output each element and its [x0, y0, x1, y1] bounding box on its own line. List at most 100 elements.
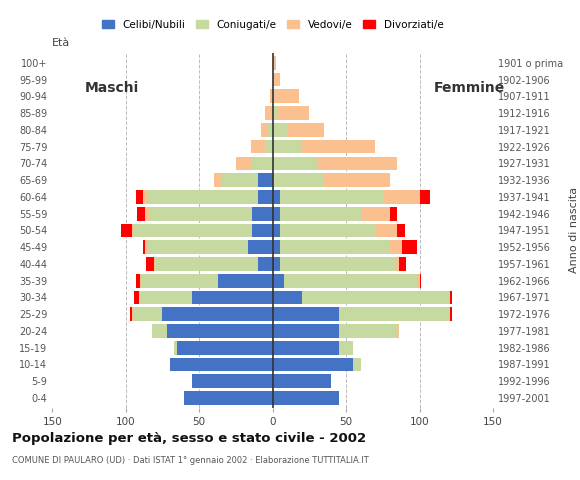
Bar — [148, 240, 248, 254]
Bar — [280, 190, 383, 204]
Bar — [273, 224, 280, 237]
Bar — [287, 123, 324, 137]
Bar — [174, 341, 177, 355]
Bar — [192, 290, 273, 304]
Bar — [273, 374, 331, 388]
Bar — [261, 123, 268, 137]
Bar — [170, 358, 273, 372]
Text: COMUNE DI PAULARO (UD) · Dati ISTAT 1° gennaio 2002 · Elaborazione TUTTITALIA.IT: COMUNE DI PAULARO (UD) · Dati ISTAT 1° g… — [12, 456, 368, 465]
Bar — [221, 173, 258, 187]
Bar — [280, 207, 361, 220]
Bar — [273, 207, 280, 220]
Bar — [143, 190, 148, 204]
Bar — [152, 324, 167, 338]
Bar — [273, 341, 339, 355]
Bar — [273, 391, 339, 405]
Bar — [252, 207, 273, 220]
Text: Popolazione per età, sesso e stato civile - 2002: Popolazione per età, sesso e stato civil… — [12, 432, 366, 444]
Bar — [399, 257, 407, 271]
Bar — [390, 240, 402, 254]
Bar — [402, 240, 416, 254]
Bar — [145, 207, 149, 220]
Bar — [155, 257, 258, 271]
Bar — [135, 224, 252, 237]
Bar — [252, 224, 273, 237]
Bar — [317, 156, 397, 170]
Bar — [258, 173, 273, 187]
Bar — [167, 324, 273, 338]
Text: Maschi: Maschi — [85, 81, 139, 96]
Bar — [146, 257, 154, 271]
Bar — [280, 257, 394, 271]
Bar — [451, 290, 452, 304]
Bar — [251, 156, 273, 170]
Bar — [397, 224, 405, 237]
Bar — [302, 140, 375, 154]
Bar — [132, 307, 133, 321]
Bar — [419, 190, 430, 204]
Bar — [136, 190, 143, 204]
Bar — [419, 274, 421, 288]
Bar — [284, 274, 416, 288]
Bar — [273, 290, 302, 304]
Bar — [248, 240, 273, 254]
Bar — [251, 140, 265, 154]
Bar — [273, 156, 317, 170]
Bar — [258, 257, 273, 271]
Bar — [273, 106, 277, 120]
Bar — [192, 374, 273, 388]
Bar — [154, 257, 155, 271]
Bar — [375, 224, 397, 237]
Bar — [177, 341, 273, 355]
Bar — [273, 358, 353, 372]
Bar — [258, 190, 273, 204]
Bar — [361, 207, 390, 220]
Bar — [383, 190, 419, 204]
Bar — [184, 391, 273, 405]
Legend: Celibi/Nubili, Coniugati/e, Vedovi/e, Divorziati/e: Celibi/Nubili, Coniugati/e, Vedovi/e, Di… — [97, 15, 448, 34]
Bar — [218, 274, 273, 288]
Bar — [273, 274, 284, 288]
Bar — [273, 73, 280, 86]
Bar — [145, 240, 148, 254]
Bar — [136, 274, 140, 288]
Bar — [339, 341, 353, 355]
Bar — [451, 307, 452, 321]
Bar — [324, 173, 390, 187]
Bar — [135, 290, 139, 304]
Bar — [121, 224, 132, 237]
Bar — [280, 240, 390, 254]
Bar — [132, 224, 135, 237]
Bar — [390, 207, 397, 220]
Bar — [236, 156, 251, 170]
Bar — [130, 307, 132, 321]
Bar — [397, 324, 399, 338]
Bar — [273, 56, 275, 70]
Bar — [149, 207, 252, 220]
Bar — [143, 240, 145, 254]
Bar — [449, 307, 451, 321]
Bar — [416, 274, 419, 288]
Bar — [273, 307, 339, 321]
Bar — [302, 290, 449, 304]
Y-axis label: Anno di nascita: Anno di nascita — [568, 187, 578, 274]
Bar — [339, 307, 449, 321]
Bar — [273, 123, 287, 137]
Bar — [142, 274, 218, 288]
Bar — [270, 89, 273, 103]
Bar — [280, 224, 375, 237]
Bar — [268, 123, 273, 137]
Bar — [277, 106, 309, 120]
Bar — [339, 324, 397, 338]
Bar — [140, 274, 142, 288]
Bar — [394, 257, 399, 271]
Bar — [214, 173, 221, 187]
Bar — [449, 290, 451, 304]
Bar — [133, 307, 162, 321]
Bar — [273, 140, 302, 154]
Bar — [162, 307, 273, 321]
Bar — [140, 290, 192, 304]
Bar — [273, 89, 299, 103]
Bar — [265, 106, 273, 120]
Text: Età: Età — [52, 38, 70, 48]
